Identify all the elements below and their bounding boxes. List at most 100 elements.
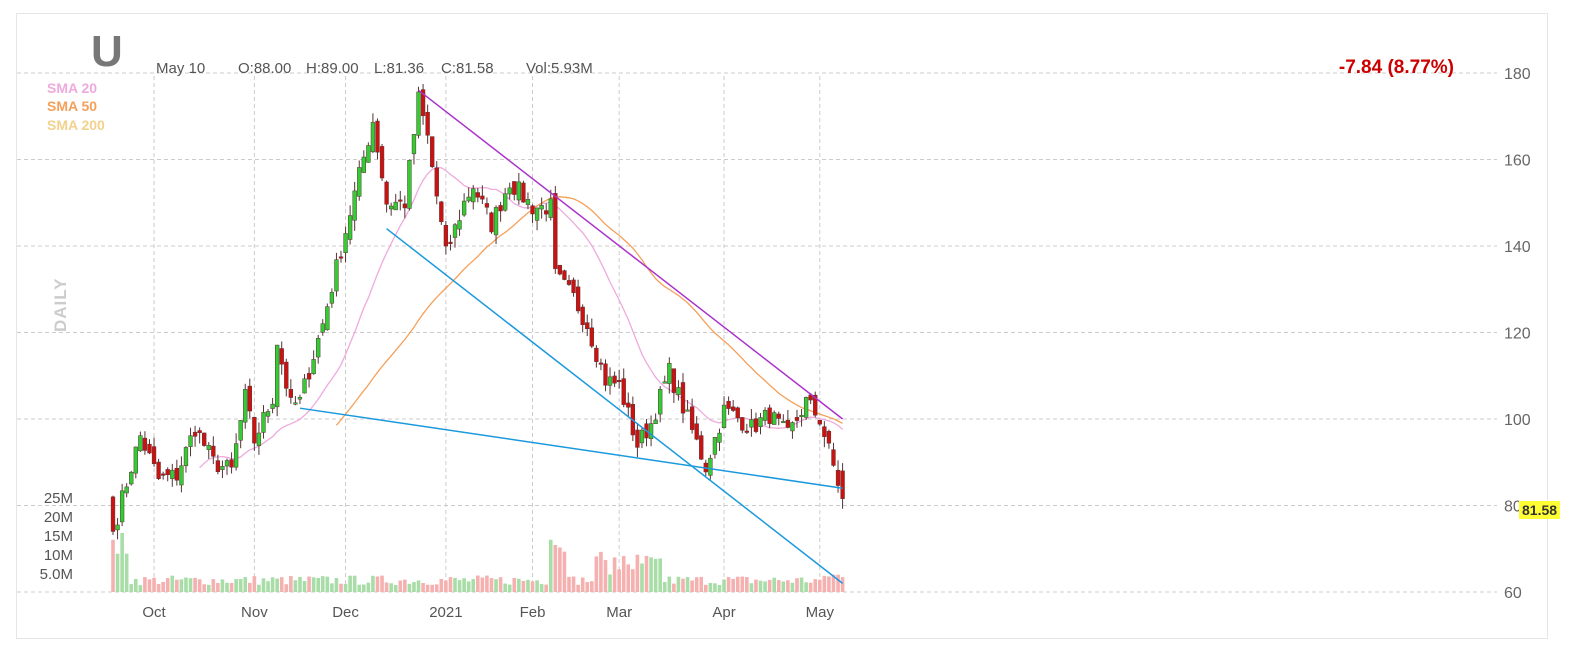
candle-body <box>443 225 449 247</box>
candle-body <box>548 198 553 218</box>
candle-body <box>161 473 166 476</box>
candle-body <box>803 397 809 418</box>
volume-bar <box>544 584 548 592</box>
volume-bar <box>558 547 562 592</box>
candle-body <box>589 327 594 347</box>
ohlc-volume: Vol:5.93M <box>526 60 593 77</box>
sma20-label[interactable]: SMA 20 <box>47 80 98 96</box>
volume-bar <box>658 558 662 592</box>
candle-body <box>338 256 344 259</box>
volume-bar <box>517 578 521 592</box>
volume-bar <box>229 583 234 592</box>
candle-body <box>325 306 330 331</box>
candle-body <box>183 447 189 467</box>
volume-bar <box>298 576 302 592</box>
sma200-label[interactable]: SMA 200 <box>47 117 105 133</box>
volume-bar <box>772 577 776 592</box>
volume-bar <box>184 577 188 592</box>
candle-body <box>635 429 640 448</box>
volume-bar <box>170 575 175 592</box>
candle-body <box>179 465 184 486</box>
price-tick-label: 120 <box>1504 326 1531 343</box>
volume-bar <box>115 553 120 592</box>
ohlc-open: O:88.00 <box>238 60 292 77</box>
candle-body <box>439 201 444 223</box>
volume-bar <box>371 575 375 592</box>
volume-bar <box>434 584 439 592</box>
volume-bar <box>188 578 193 592</box>
candle-body <box>329 292 335 304</box>
candle-body <box>721 404 727 428</box>
volume-bar <box>822 575 827 592</box>
candle-body <box>712 436 718 455</box>
price-chart: 180 160 140 120 100 80 60 Oct Nov Dec 2021 Feb Mar Ap… <box>17 66 1531 621</box>
candle-body <box>434 167 439 197</box>
candle-body <box>220 466 225 470</box>
volume-bar <box>384 582 389 592</box>
trendline-blue <box>386 228 844 584</box>
volume-bar <box>206 584 211 592</box>
candle-body <box>270 403 275 409</box>
volume-bar <box>704 584 708 592</box>
candle-body <box>575 286 581 312</box>
candle-body <box>653 419 658 424</box>
ohlc-date: May 10 <box>156 60 206 77</box>
candle-body <box>306 373 312 380</box>
candle-body <box>316 337 321 358</box>
volume-bar <box>348 575 352 592</box>
candle-body <box>689 406 695 430</box>
chart-frame: 180 160 140 120 100 80 60 Oct Nov Dec 2021 Feb Mar Ap… <box>16 13 1561 639</box>
volume-bar <box>694 577 699 592</box>
volume-bar <box>489 578 494 592</box>
ohlc-close: C:81.58 <box>441 60 494 77</box>
timeframe-label: DAILY <box>51 277 70 332</box>
candle-body <box>138 435 143 452</box>
candle-body <box>124 486 129 494</box>
volume-bar <box>403 579 407 592</box>
candle-body <box>302 378 307 394</box>
volume-bar <box>640 563 644 592</box>
volume-bar <box>635 554 640 592</box>
candle-body <box>402 203 407 209</box>
candle-body <box>794 417 800 421</box>
trendline-purple <box>418 89 844 420</box>
candle-body <box>758 417 763 427</box>
volume-tick-label: 20M <box>44 509 73 526</box>
candle-body <box>229 459 234 468</box>
price-tick-label: 60 <box>1504 585 1522 602</box>
volume-bar <box>603 560 608 592</box>
volume-bar <box>284 584 289 592</box>
volume-bar <box>567 576 571 592</box>
volume-bar <box>175 579 179 592</box>
candle-body <box>197 430 202 433</box>
volume-bar <box>576 584 580 592</box>
volume-bar <box>165 578 170 592</box>
candles <box>110 83 845 540</box>
month-tick-label: Mar <box>606 604 632 621</box>
candle-body <box>311 359 316 375</box>
candle-body <box>247 385 252 412</box>
volume-bar <box>193 577 197 592</box>
candle-body <box>206 445 211 450</box>
volume-bar <box>708 582 713 592</box>
candle-body <box>261 412 266 433</box>
volume-bar <box>134 578 138 592</box>
volume-bar <box>257 584 261 592</box>
volume-bar <box>836 574 840 592</box>
candle-body <box>648 423 654 440</box>
candle-body <box>772 412 777 425</box>
candle-body <box>817 419 822 425</box>
candle-body <box>813 394 818 416</box>
volume-bar <box>758 580 763 592</box>
candle-body <box>293 402 298 405</box>
volume-bar <box>608 574 612 592</box>
candle-body <box>398 199 403 202</box>
candle-body <box>626 402 631 408</box>
volume-bar <box>713 583 717 592</box>
volume-bar <box>553 544 558 592</box>
sma50-label[interactable]: SMA 50 <box>47 98 98 114</box>
volume-bar <box>398 580 403 592</box>
volume-bar <box>275 578 279 592</box>
volume-bar <box>722 579 726 592</box>
candle-body <box>288 389 293 398</box>
